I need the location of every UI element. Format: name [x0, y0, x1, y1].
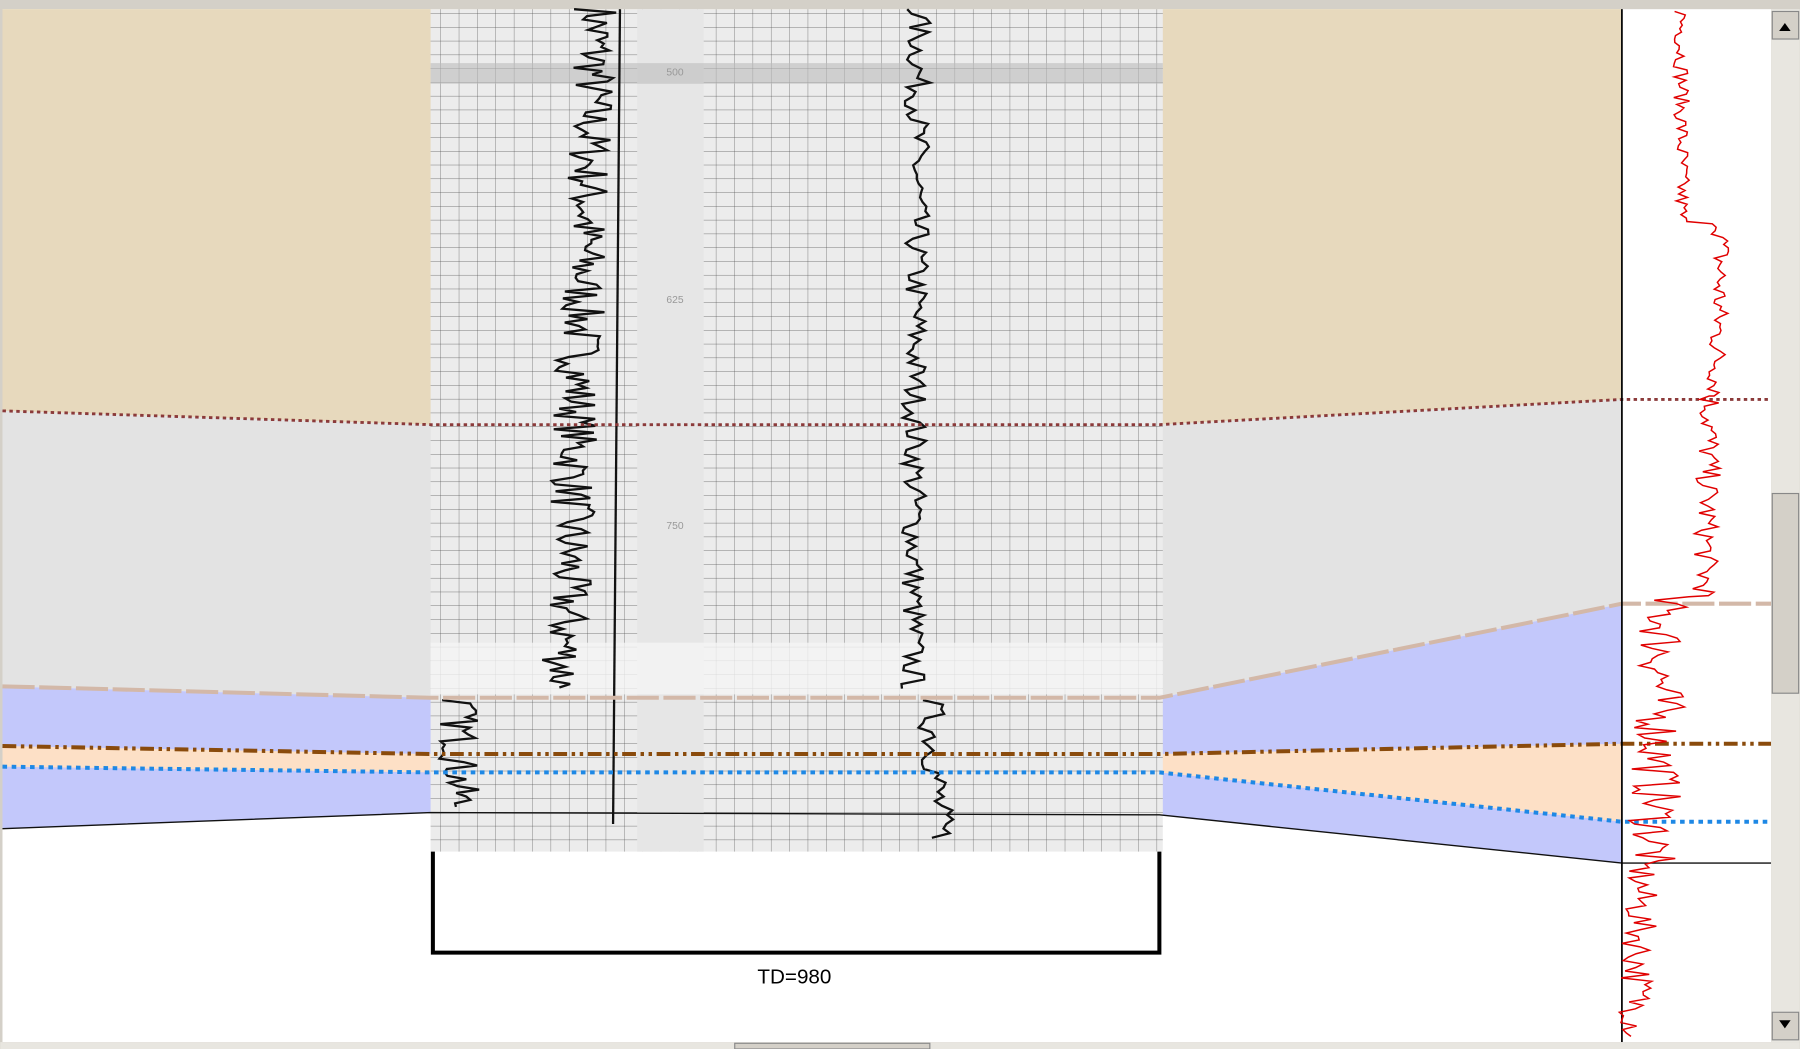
depth-label: 750 — [666, 521, 683, 532]
depth-label: 625 — [666, 295, 683, 306]
horizontal-scrollbar[interactable] — [0, 1042, 1800, 1049]
formation-band — [2, 743, 1622, 822]
depth-label: 500 — [666, 68, 683, 79]
title-edge — [0, 0, 1800, 10]
horizon-middle — [2, 601, 1772, 700]
horizon-base — [2, 811, 1772, 864]
td-bracket — [430, 851, 1162, 955]
td-label: TD=980 — [757, 966, 831, 989]
raster-log: 500 625 750 — [430, 8, 1163, 852]
horizon-top — [2, 397, 1772, 427]
gamma-curve — [1617, 10, 1730, 1037]
vertical-scrollbar[interactable] — [1771, 9, 1800, 1043]
horizon-blue — [2, 764, 1772, 824]
horizon-brown — [2, 741, 1772, 757]
